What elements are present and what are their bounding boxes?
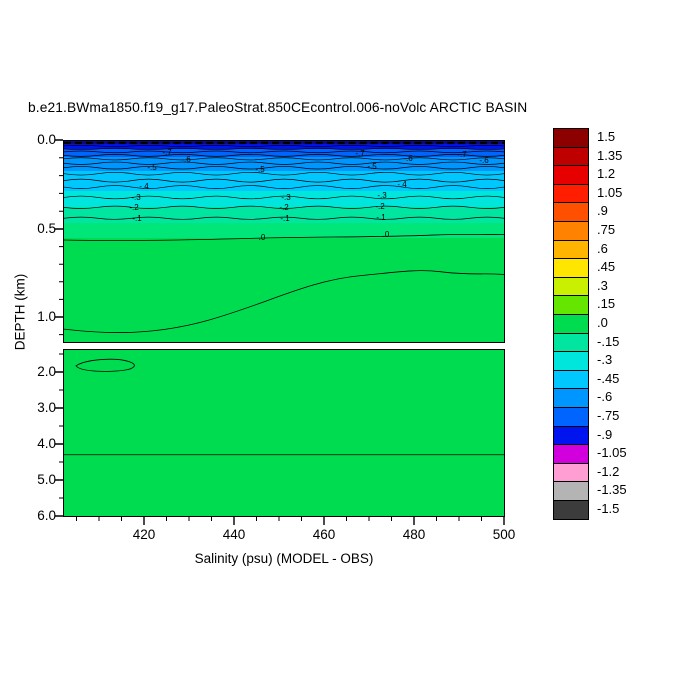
y-tick-label: 3.0 xyxy=(37,400,56,415)
x-axis-title: Salinity (psu) (MODEL - OBS) xyxy=(194,551,374,566)
colorbar-cell xyxy=(554,296,588,315)
y-tick-label: 0.5 xyxy=(37,221,56,236)
colorbar-cell xyxy=(554,166,588,185)
contour-value-label: -.4 xyxy=(139,182,149,191)
colorbar-label: -1.05 xyxy=(597,445,627,461)
colorbar-label: .0 xyxy=(597,314,608,330)
fill-band xyxy=(64,149,504,157)
colorbar-cell xyxy=(554,407,588,427)
colorbar-cell xyxy=(554,240,588,260)
colorbar-cell xyxy=(554,314,588,334)
x-tick-label: 420 xyxy=(132,527,156,542)
y-tick-label: 4.0 xyxy=(37,436,56,451)
colorbar xyxy=(553,128,589,521)
colorbar-label: 1.05 xyxy=(597,184,623,200)
y-tick-label: 5.0 xyxy=(37,472,56,487)
colorbar-label: .15 xyxy=(597,296,616,312)
colorbar-cell xyxy=(554,352,588,371)
contour-value-label: -.3 xyxy=(131,193,141,202)
fill-band xyxy=(64,238,504,342)
x-tick-label: 480 xyxy=(402,527,426,542)
colorbar-cell xyxy=(554,463,588,483)
colorbar-label: .75 xyxy=(597,221,616,237)
colorbar-cell xyxy=(554,277,588,297)
x-tick-label: 500 xyxy=(492,527,516,542)
contour-value-label: -.5 xyxy=(367,162,377,171)
contour-value-label: -.7 xyxy=(355,149,365,158)
contour-value-label: -.6 xyxy=(403,154,413,163)
colorbar-cell xyxy=(554,184,588,204)
contour-value-label: -.3 xyxy=(281,193,291,202)
colorbar-cell xyxy=(554,370,588,390)
colorbar-cell xyxy=(554,426,588,446)
contour-value-label: -.1 xyxy=(280,214,290,223)
colorbar-label: .9 xyxy=(597,203,608,219)
colorbar-label: 1.35 xyxy=(597,147,623,163)
colorbar-label: .3 xyxy=(597,277,608,293)
colorbar-label: -.45 xyxy=(597,370,620,386)
colorbar-label: -1.2 xyxy=(597,463,620,479)
x-tick-label: 440 xyxy=(222,527,246,542)
contour-value-label: -.5 xyxy=(255,165,265,174)
contour-value-label: .0 xyxy=(382,230,390,239)
colorbar-label: .45 xyxy=(597,259,616,275)
plot-title: b.e21.BWma1850.f19_g17.PaleoStrat.850CEc… xyxy=(28,100,528,115)
lower-depth-panel xyxy=(63,349,505,517)
contour-value-label: -.1 xyxy=(376,213,386,222)
contour-value-label: -.4 xyxy=(397,180,407,189)
contour-value-label: -.7 xyxy=(457,150,467,159)
contour-value-label: -.6 xyxy=(181,155,191,164)
closed-contour-blob xyxy=(75,358,135,372)
y-tick-label: 6.0 xyxy=(37,508,56,523)
colorbar-label: -1.35 xyxy=(597,482,627,498)
colorbar-cell xyxy=(554,147,588,167)
colorbar-label: -.9 xyxy=(597,426,613,442)
contour-value-label: -.2 xyxy=(129,203,139,212)
contour-value-label: -.7 xyxy=(162,148,172,157)
colorbar-label: -1.5 xyxy=(597,500,620,516)
colorbar-label: -.3 xyxy=(597,352,613,368)
fill-band xyxy=(64,171,504,191)
colorbar-label: 1.5 xyxy=(597,129,616,144)
colorbar-cell xyxy=(554,445,588,464)
colorbar-cell xyxy=(554,259,588,278)
colorbar-cell xyxy=(554,389,588,408)
contour-value-label: -.5 xyxy=(147,163,157,172)
y-tick-label: 1.0 xyxy=(37,309,56,324)
contour-value-label: -.6 xyxy=(479,156,489,165)
contour-value-label: -.1 xyxy=(132,214,142,223)
contour-value-label: .0 xyxy=(258,233,266,242)
colorbar-cell xyxy=(554,482,588,501)
upper-depth-panel: -.7 -.6 -.7 -.6 -.7 -.6 -.5 -.5 -.5 -.4 -.4 -.3 -.3-… xyxy=(63,140,505,343)
colorbar-cell xyxy=(554,203,588,222)
colorbar-cell xyxy=(554,129,588,148)
colorbar-label: -.6 xyxy=(597,389,613,405)
contour-value-label: -.2 xyxy=(375,202,385,211)
fill-band xyxy=(64,157,504,171)
y-tick-label: 0.0 xyxy=(37,132,56,147)
colorbar-label: 1.2 xyxy=(597,166,616,182)
lower-contour-lines xyxy=(64,358,504,456)
upper-fill-bands xyxy=(64,141,504,342)
colorbar-labels: 1.5 1.35 1.2 1.05 .9 .75 .6 .45 .3 .15 .0 -.15 -.3 -.… xyxy=(597,128,627,518)
contour-value-label: -.2 xyxy=(279,203,289,212)
colorbar-label: .6 xyxy=(597,240,608,256)
colorbar-label: -.15 xyxy=(597,333,620,349)
colorbar-cell xyxy=(554,333,588,353)
contour-value-label: -.3 xyxy=(377,191,387,200)
colorbar-label: -.75 xyxy=(597,407,620,423)
colorbar-cell xyxy=(554,221,588,241)
y-tick-label: 2.0 xyxy=(37,364,56,379)
fill-band xyxy=(64,223,504,238)
colorbar-cell xyxy=(554,500,588,520)
x-tick-label: 460 xyxy=(312,527,336,542)
